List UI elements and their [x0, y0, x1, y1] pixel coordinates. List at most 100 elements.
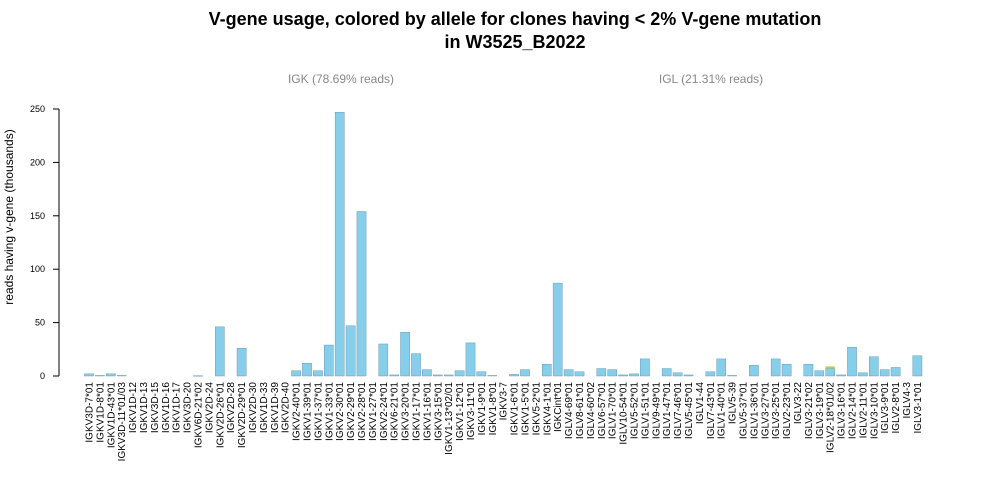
- x-tick-label: IGLV3-16*01: [837, 382, 848, 440]
- bar: [476, 371, 487, 377]
- x-tick-label: IGLV1-70*01: [608, 382, 619, 440]
- bar: [640, 358, 650, 377]
- x-tick-label: IGLV8-61*01: [575, 382, 586, 440]
- bar: [411, 353, 421, 377]
- x-tick-label: IGLV2-11*01: [858, 382, 869, 439]
- bar: [95, 375, 105, 377]
- x-tick-label: IGLV3-25*01: [771, 382, 782, 440]
- bar: [683, 374, 694, 377]
- y-tick-label: 150: [30, 211, 45, 221]
- x-tick-label: IGKV1D-33: [259, 382, 270, 434]
- bar: [400, 332, 410, 377]
- y-tick-label: 50: [35, 318, 45, 328]
- bar: [378, 343, 389, 377]
- x-tick-label: IGLV3-21*02: [804, 382, 815, 440]
- x-tick-label: IGLV1-40*01: [717, 382, 728, 440]
- bar: [563, 369, 574, 377]
- x-tick-label: IGLV3-1*01: [913, 382, 924, 434]
- x-tick-label: IGLV2-18*01/02: [826, 382, 837, 453]
- bar: [770, 358, 781, 377]
- x-tick-labels: IGKV3D-7*01 IGKV1D-8*01 IGKV1D-43*01 IGKV3D…: [85, 382, 924, 462]
- chart-title-line2: in W3525_B2022: [444, 32, 585, 52]
- bar: [520, 369, 530, 377]
- x-tick-label: IGLV5-37*01: [739, 382, 750, 440]
- bar: [890, 367, 901, 377]
- x-tick-label: IGKV1-6*01: [510, 382, 521, 436]
- bar: [629, 373, 639, 377]
- x-tick-label: IGLV3-22: [793, 382, 804, 424]
- x-tick-label: IGLV1-36*01: [749, 382, 760, 440]
- x-tick-label: IGKV2D-29*01: [237, 382, 248, 449]
- x-tick-label: IGLV3-27*01: [760, 382, 771, 440]
- bar: [84, 373, 94, 377]
- x-tick-label: IGKV2D-24: [204, 382, 215, 434]
- x-tick-label: IGLV1-44: [695, 382, 706, 424]
- x-tick-label: IGLV5-45*01: [684, 382, 695, 440]
- bar: [858, 372, 868, 377]
- x-tick-label: IGKV2-40*01: [292, 382, 303, 441]
- bar: [465, 342, 476, 377]
- x-tick-label: IGLV7-43*01: [706, 382, 717, 440]
- x-tick-label: IGLV3-10*01: [869, 382, 880, 440]
- bar: [291, 370, 301, 377]
- x-tick-label: IGKV1-12*01: [455, 382, 466, 441]
- x-tick-label: IGLV4-60*02: [586, 382, 597, 440]
- x-tick-label: IGKV3-15*01: [433, 382, 444, 441]
- x-tick-label: IGKV1-8*01: [488, 382, 499, 436]
- x-tick-label: IGKCint*01: [553, 382, 564, 432]
- x-tick-label: IGKV1D-8*01: [95, 382, 106, 443]
- x-tick-label: IGKV5-2*01: [531, 382, 542, 436]
- x-tick-label: IGKV1-9*01: [477, 382, 488, 436]
- x-tick-label: IGKV2-28*01: [357, 382, 368, 441]
- x-tick-label: IGKV1D-39: [270, 382, 281, 434]
- x-tick-label: IGKV1-17*01: [412, 382, 423, 441]
- x-tick-label: IGKV3D-11*01/03: [117, 382, 128, 462]
- x-tick-label: IGKV2D-40: [281, 382, 292, 434]
- bar: [661, 368, 672, 377]
- x-tick-label: IGKV6D-21*02: [194, 382, 205, 449]
- x-tick-label: IGLV1-47*01: [662, 382, 673, 440]
- bar: [672, 372, 683, 377]
- bar: [454, 370, 465, 377]
- bar: [356, 211, 367, 377]
- x-tick-label: IGKV6-21*01: [390, 382, 401, 441]
- y-tick-label: 0: [40, 371, 45, 381]
- x-tick-label: IGKV1-27*01: [368, 382, 379, 441]
- x-tick-label: IGKV3D-15: [150, 382, 161, 434]
- bar: [596, 368, 607, 377]
- x-tick-label: IGKV2D-30: [248, 382, 259, 434]
- bar: [443, 374, 454, 377]
- bar: [879, 369, 890, 377]
- x-tick-label: IGLV1-51*01: [640, 382, 651, 440]
- bar: [618, 374, 628, 377]
- bar: [487, 375, 498, 377]
- x-tick-label: IGKV2-24*01: [379, 382, 390, 441]
- bar: [389, 374, 400, 377]
- x-tick-label: IGLV4-69*01: [564, 382, 575, 440]
- x-tick-label: IGLV2-23*01: [782, 382, 793, 440]
- x-tick-label: IGLV5-52*01: [630, 382, 641, 440]
- x-tick-label: IGKV2-29*01: [346, 382, 357, 441]
- x-tick-label: IGLV2-8*01: [891, 382, 902, 434]
- x-tick-label: IGLV7-46*01: [673, 382, 684, 440]
- x-tick-label: IGKV1D-17: [172, 382, 183, 434]
- x-tick-label: IGKV4-1*01: [542, 382, 553, 436]
- bar: [781, 364, 792, 377]
- bar: [552, 282, 563, 377]
- x-tick-label: IGLV9-49*01: [651, 382, 662, 440]
- bar: [302, 362, 312, 377]
- x-tick-label: IGKV2D-26*01: [215, 382, 226, 449]
- x-tick-label: IGLV6-57*01: [597, 382, 608, 440]
- x-tick-label: IGKV3-20*01: [401, 382, 412, 441]
- x-tick-label: IGLV10-54*01: [619, 382, 630, 445]
- x-tick-label: IGKV3D-20: [183, 382, 194, 434]
- bar: [705, 371, 716, 377]
- bar: [847, 346, 857, 377]
- x-tick-label: IGKV1-5*01: [521, 382, 532, 436]
- bar: [345, 325, 356, 377]
- chart-title-line1: V-gene usage, colored by allele for clon…: [209, 9, 822, 29]
- bar: [105, 373, 116, 377]
- bar: [727, 375, 737, 377]
- bar: [193, 375, 203, 377]
- x-tick-label: IGKV1-16*01: [422, 382, 433, 441]
